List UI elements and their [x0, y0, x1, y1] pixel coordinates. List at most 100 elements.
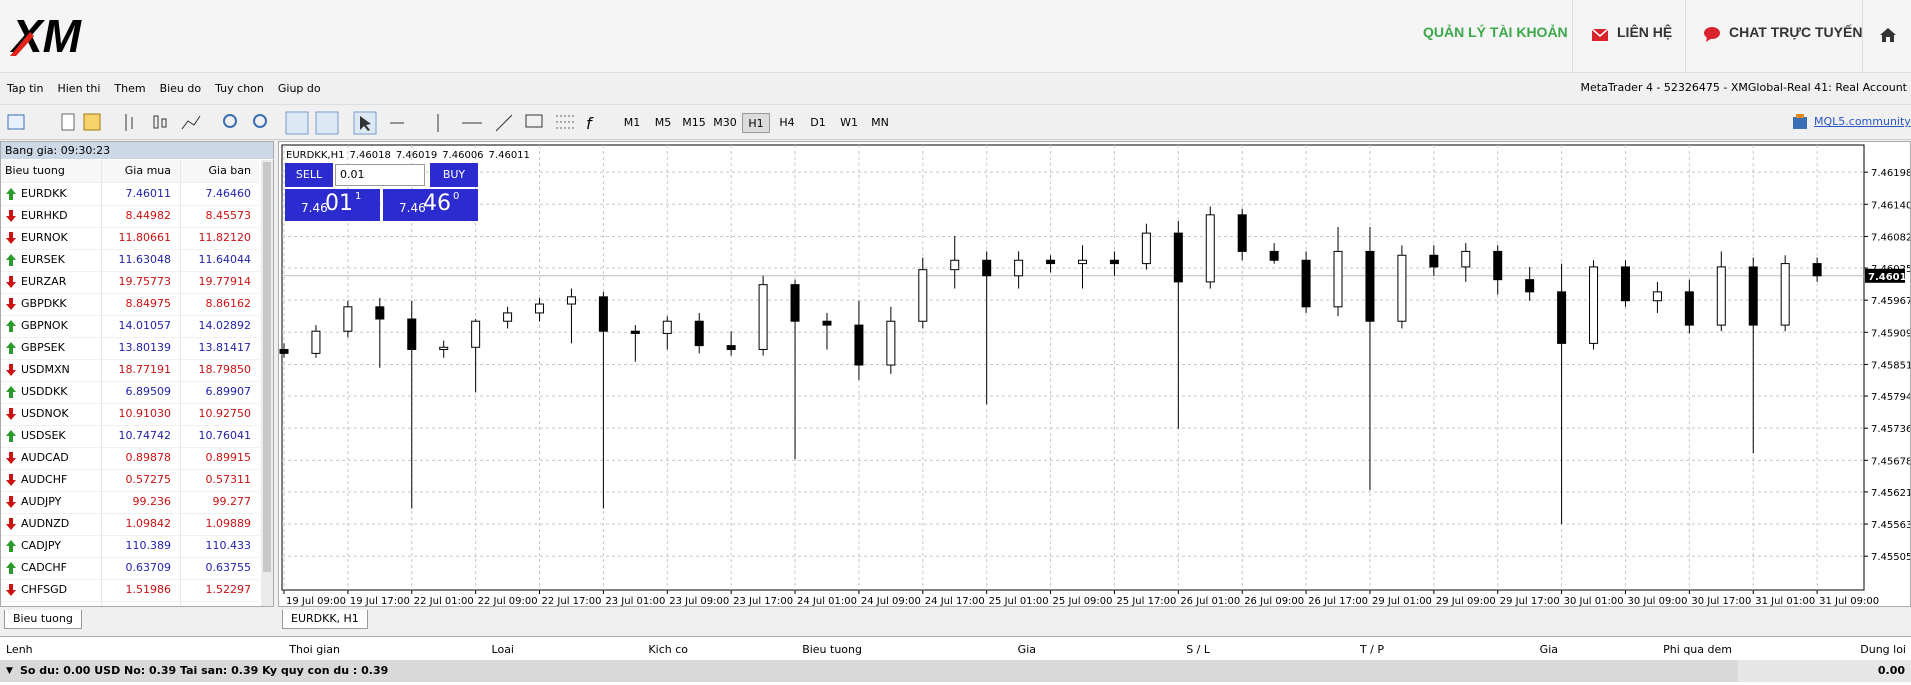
x-tick-label: 24 Jul 09:00	[861, 596, 921, 606]
symbol: AUDJPY	[21, 495, 62, 508]
arrow-shape	[6, 518, 16, 530]
ask-point: 0	[453, 191, 460, 202]
home-icon[interactable]	[1880, 28, 1896, 42]
nav-contact[interactable]: LIÊN HỆ	[1617, 24, 1673, 40]
timeframe-button[interactable]: MN	[871, 116, 889, 129]
arrow-shape	[6, 474, 16, 486]
timeframe-button[interactable]: H1	[742, 113, 770, 133]
candle-body	[1301, 259, 1311, 308]
menu-item[interactable]: Giup do	[277, 81, 321, 95]
nav-separator	[1572, 0, 1573, 72]
menu-item[interactable]: Tuy chon	[215, 81, 264, 95]
quote-row[interactable]: CHFSGD 1.51986 1.52297	[1, 579, 259, 602]
ask: 10.92750	[198, 407, 252, 420]
timeframe-button[interactable]: M5	[654, 116, 672, 129]
timeframe-button[interactable]: W1	[840, 116, 858, 129]
quote-row[interactable]: CADJPY 110.389 110.433	[1, 535, 259, 558]
quote-row[interactable]: GBPDKK 8.84975 8.86162	[1, 293, 259, 316]
nav-account[interactable]: QUẢN LÝ TÀI KHOẢN	[1423, 24, 1568, 40]
candle-body	[343, 306, 353, 332]
x-tick-label: 25 Jul 17:00	[1116, 596, 1176, 606]
terminal-column: Bieu tuong	[802, 643, 862, 656]
candle-body	[1493, 250, 1503, 281]
bid-big: 7.46	[301, 201, 328, 215]
bid-price[interactable]: 7.46 01 1	[285, 189, 380, 221]
candle-body	[1812, 263, 1822, 277]
menu-item[interactable]: Them	[114, 81, 146, 95]
collapse-icon[interactable]: ▼	[6, 666, 13, 676]
symbol: AUDNZD	[21, 517, 70, 530]
nav-chat[interactable]: CHAT TRỰC TUYẾN	[1729, 24, 1863, 40]
menu-item[interactable]: Bieu do	[159, 81, 202, 95]
direction-arrow	[6, 254, 16, 266]
quote-row[interactable]: AUDNZD 1.09842 1.09889	[1, 513, 259, 536]
menu-item[interactable]: Tap tin	[7, 81, 44, 95]
timeframe-button[interactable]: D1	[810, 116, 826, 129]
x-tick-label: 30 Jul 01:00	[1564, 596, 1624, 606]
quote-row[interactable]: USDDKK 6.89509 6.89907	[1, 381, 259, 404]
window-title: MetaTrader 4 - 52326475 - XMGlobal-Real …	[1580, 81, 1907, 94]
direction-arrow	[6, 540, 16, 552]
timeframe-button[interactable]: M15	[682, 116, 706, 129]
quote-row[interactable]: GBPSEK 13.80139 13.81417	[1, 337, 259, 360]
ask-big: 7.46	[399, 201, 426, 215]
quote-row[interactable]: EURDKK 7.46011 7.46460	[1, 183, 259, 206]
terminal-column: Phi qua dem	[1663, 643, 1732, 656]
candle-body	[1333, 250, 1343, 308]
quote-row[interactable]: EURZAR 19.75773 19.77914	[1, 271, 259, 294]
x-tick-label: 22 Jul 17:00	[542, 596, 602, 606]
x-tick-label: 29 Jul 17:00	[1500, 596, 1560, 606]
buy-button[interactable]: BUY	[430, 163, 478, 187]
candle-body	[950, 259, 960, 271]
scrollbar[interactable]	[261, 160, 273, 606]
candle-body	[1461, 250, 1471, 268]
quote-row[interactable]: AUDCAD 0.89878 0.89915	[1, 447, 259, 470]
y-tick-label: 7.45736	[1871, 424, 1910, 435]
timeframe-button[interactable]: M1	[623, 116, 641, 129]
ask: 10.76041	[198, 429, 252, 442]
quote-row[interactable]: AUDCHF 0.57275 0.57311	[1, 469, 259, 492]
terminal-column: Lenh	[6, 643, 33, 656]
bid: 10.91030	[118, 407, 172, 420]
symbol: EURSEK	[21, 253, 65, 266]
quote-row[interactable]: EURNOK 11.80661 11.82120	[1, 227, 259, 250]
quote-row[interactable]: CADCHF 0.63709 0.63755	[1, 557, 259, 580]
x-tick-label: 26 Jul 09:00	[1244, 596, 1304, 606]
direction-arrow	[6, 584, 16, 596]
market-watch-tab[interactable]: Bieu tuong	[4, 610, 82, 629]
quote-row[interactable]: EURSEK 11.63048 11.64044	[1, 249, 259, 272]
quote-row[interactable]: USDMXN 18.77191 18.79850	[1, 359, 259, 382]
ask-price[interactable]: 7.46 46 0	[383, 189, 478, 221]
chart-window: 7.461987.461407.460827.460257.459677.459…	[278, 141, 1911, 607]
lot-input[interactable]: 0.01	[335, 164, 425, 186]
timeframe-button[interactable]: H4	[779, 116, 795, 129]
candle-body	[1716, 266, 1726, 326]
logo[interactable]: XM	[8, 10, 118, 60]
quote-row[interactable]: GBPNOK 14.01057 14.02892	[1, 315, 259, 338]
candle-body	[1780, 263, 1790, 326]
direction-arrow	[6, 364, 16, 376]
ohlc-value: 7.46019	[396, 150, 437, 161]
column-header: Bieu tuong	[5, 164, 65, 177]
candle-body	[982, 259, 992, 277]
sell-button[interactable]: SELL	[285, 163, 333, 187]
candle-body	[1046, 259, 1056, 265]
menu-item[interactable]: Hien thi	[57, 81, 101, 95]
site-header: XM QUẢN LÝ TÀI KHOẢN LIÊN HỆ CHAT TRỰC T…	[0, 0, 1911, 73]
y-tick-label: 7.45909	[1871, 328, 1910, 339]
chart-tab[interactable]: EURDKK, H1	[282, 610, 368, 629]
timeframe-button[interactable]: M30	[713, 116, 737, 129]
quote-row[interactable]: USDSEK 10.74742 10.76041	[1, 425, 259, 448]
ask: 14.02892	[198, 319, 252, 332]
community-link[interactable]: MQL5.community	[1814, 115, 1911, 128]
quote-row[interactable]: USDNOK 10.91030 10.92750	[1, 403, 259, 426]
terminal-column: S / L	[1186, 643, 1210, 656]
quote-row[interactable]: AUDJPY 99.236 99.277	[1, 491, 259, 514]
arrow-shape	[6, 232, 16, 244]
quote-row[interactable]: EURHKD 8.44982 8.45573	[1, 205, 259, 228]
candle-body	[439, 346, 449, 350]
symbol: EURHKD	[21, 209, 68, 222]
candle-body	[726, 345, 736, 350]
x-tick-label: 26 Jul 17:00	[1308, 596, 1368, 606]
candle-body	[1014, 259, 1024, 277]
